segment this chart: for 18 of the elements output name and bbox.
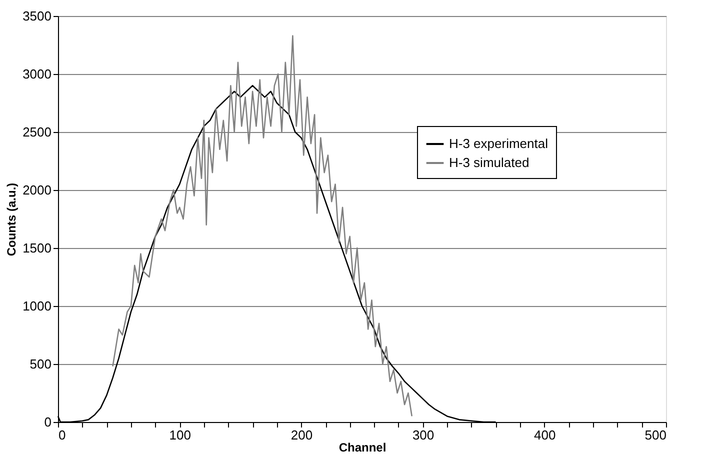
x-tick-label: 400 (534, 428, 556, 442)
y-tick-label: 2500 (22, 124, 52, 140)
legend-label: H-3 experimental (449, 136, 548, 151)
y-tick-label: 2000 (22, 182, 52, 198)
y-tick-label: 3000 (22, 66, 52, 82)
y-axis-title: Counts (a.u.) (4, 182, 19, 256)
x-tick-label: 300 (412, 428, 434, 442)
x-tick-label: 200 (290, 428, 313, 442)
x-tick-label: 100 (169, 428, 191, 442)
x-tick-label: 0 (58, 428, 66, 442)
y-tick-label: 3500 (22, 8, 52, 24)
y-tick-label: 1500 (22, 240, 52, 256)
legend-label: H-3 simulated (449, 155, 530, 170)
y-tick-label: 0 (44, 414, 52, 430)
y-tick-label: 1000 (22, 298, 52, 314)
x-tick-label: 500 (644, 428, 666, 442)
x-axis-title: Channel (338, 440, 386, 454)
y-tick-label: 500 (30, 356, 52, 372)
